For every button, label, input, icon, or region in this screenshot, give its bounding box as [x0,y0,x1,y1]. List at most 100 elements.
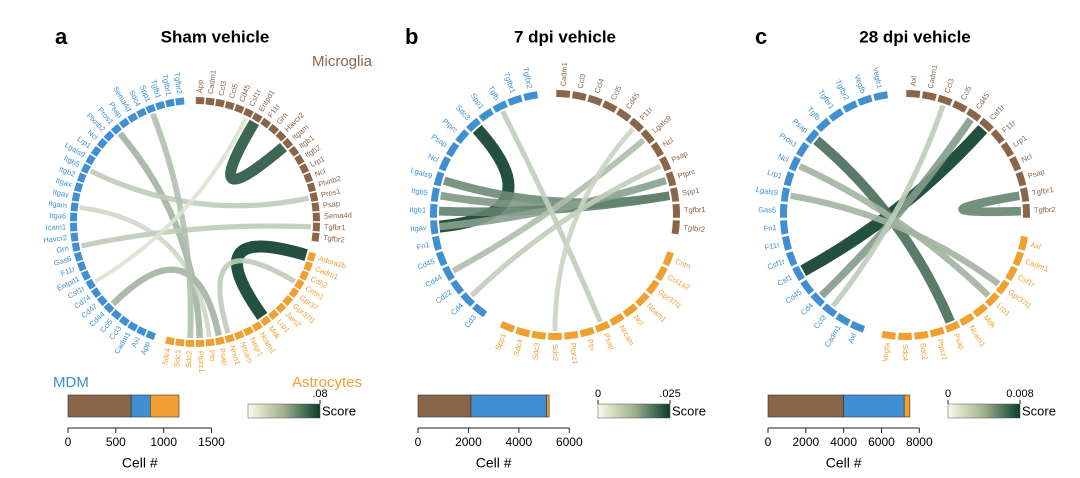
gene-segment [215,336,225,346]
gene-label: Ccl3 [812,313,828,330]
gene-label: Ptprz1 [935,338,949,361]
x-tick-label: 0 [765,435,772,449]
gene-segment [857,94,873,106]
gene-label: Spp1 [469,91,486,111]
gene-label: Cd45 [624,91,642,111]
gene-label: Pros1 [778,131,799,149]
gene-segment [782,235,792,251]
gene-segment [609,313,625,326]
chord-link [225,119,288,185]
gene-label: Itga6 [49,211,66,221]
gene-label: Vegfr1 [871,66,884,89]
gene-segment [185,339,195,347]
gene-segment [1018,235,1028,251]
gene-label: App [139,340,152,356]
gene-segment [299,163,310,174]
score-label: Score [322,403,356,418]
gene-segment [309,192,319,202]
cell-bar [470,394,547,418]
gene-segment [898,332,912,340]
gene-label: Sdc4 [901,344,910,361]
gene-segment [288,287,300,299]
gene-segment [90,145,102,157]
gene-segment [1005,265,1018,282]
gene-segment [460,292,475,307]
gene-segment [800,279,815,295]
gene-segment [70,202,79,212]
score-colorbar [247,403,321,419]
gene-segment [650,141,664,158]
gene-segment [645,279,660,295]
gene-segment [616,108,632,122]
gene-segment [816,117,831,133]
gene-segment [110,123,122,135]
gene-segment [275,302,287,314]
cell-bar [149,394,180,418]
gene-segment [85,278,96,290]
score-colorbar [947,403,1021,419]
gene-segment [165,336,175,346]
gene-label: Ptprc [677,167,697,181]
gene-label: Ncam1 [645,301,668,324]
gene-label: Cd22 [434,287,454,305]
score-tick-label: 0.008 [1006,388,1034,400]
gene-label: Lrp1 [1011,133,1028,149]
gene-label: Ncam1 [967,323,987,348]
gene-segment [224,333,235,343]
gene-label: Icam1 [45,222,66,232]
gene-label: Tgfb [486,84,501,101]
gene-segment [432,235,442,251]
gene-label: Psap [218,347,230,366]
group-label: MDM [53,374,89,391]
gene-label: Cadm1 [926,64,940,89]
gene-segment [655,265,668,282]
gene-label: Tgfbr1 [1031,185,1054,197]
gene-label: Axl [1030,240,1043,251]
gene-segment [665,171,677,187]
gene-segment [672,203,681,218]
gene-label: Lgals9 [755,185,778,198]
gene-label: Sdc3 [454,103,472,122]
gene-segment [1009,156,1022,172]
gene-label: Psap [670,149,689,164]
gene-label: Lgals9 [409,165,433,180]
gene-segment [103,302,115,314]
gene-label: Cntn [674,257,692,271]
gene-segment [985,292,1000,307]
gene-segment [127,321,139,332]
gene-segment [881,330,896,340]
gene-label: Ccl3 [217,80,229,97]
gene-label: Tgfbr1 [502,71,518,94]
gene-segment [587,94,603,106]
group-label: Microglia [312,53,373,70]
gene-segment [243,326,254,337]
gene-segment [796,141,810,158]
gene-label: Ptprz1 [196,351,206,373]
gene-segment [662,251,674,267]
x-tick-label: 2000 [455,435,482,449]
x-tick-label: 4000 [830,435,857,449]
gene-label: Havcr2 [43,233,68,245]
gene-label: Ncl [313,166,327,178]
gene-segment [282,137,294,149]
gene-label: Sdc4 [160,347,172,366]
chord-link [819,117,974,299]
gene-label: Vegfb [853,73,868,94]
gene-segment [966,108,982,122]
gene-label: Fn1 [763,223,777,233]
gene-segment [80,270,91,281]
gene-label: App [195,80,205,94]
gene-label: Sema4d [324,211,352,221]
gene-label: Itgav [410,223,427,234]
gene-label: Ncl [426,152,440,165]
gene-segment [175,97,185,106]
score-tick-label: 0 [595,388,601,400]
gene-segment [640,129,655,144]
gene-segment [1022,203,1031,218]
gene-segment [429,203,438,218]
gene-segment [515,326,531,338]
gene-label: Ccl4 [593,77,606,94]
gene-label: Ptprz1 [568,342,580,365]
gene-segment [205,338,215,347]
